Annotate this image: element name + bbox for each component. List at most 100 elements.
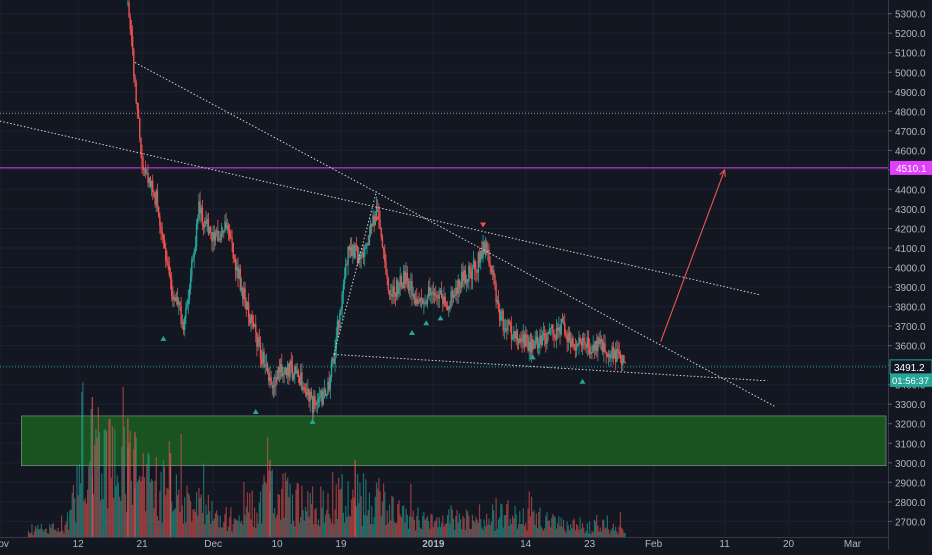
volume-bar <box>205 504 207 537</box>
candle <box>521 330 523 353</box>
x-tick-label: Mar <box>844 539 862 550</box>
candle-body <box>302 386 304 390</box>
candle <box>450 286 452 310</box>
candle-body <box>297 370 300 377</box>
candle <box>314 390 316 410</box>
resistance-tag[interactable] <box>890 160 932 175</box>
volume-bar <box>243 481 245 537</box>
volume-bar <box>102 498 104 537</box>
candle <box>212 225 214 253</box>
volume-bar <box>392 496 394 537</box>
candle-body <box>136 102 139 110</box>
volume-bar <box>281 489 283 537</box>
candle <box>586 330 588 357</box>
volume-bar <box>522 508 524 537</box>
price-axis[interactable] <box>888 0 932 550</box>
y-tick-label: 2800.0 <box>895 498 926 509</box>
candle-body <box>290 360 292 366</box>
candle-body <box>221 230 224 234</box>
candle <box>599 330 601 350</box>
x-tick-label: 23 <box>584 539 596 550</box>
candle-body <box>211 232 213 242</box>
candle-body <box>511 337 514 340</box>
candle <box>290 352 292 374</box>
candle <box>481 240 483 260</box>
candle <box>256 331 258 357</box>
candle-body <box>452 295 455 298</box>
candle <box>620 355 623 372</box>
candle-body <box>210 226 212 233</box>
candle <box>590 343 592 359</box>
candle-body <box>311 396 314 413</box>
candle <box>323 379 326 399</box>
candle <box>587 330 590 355</box>
candle <box>565 329 567 339</box>
volume-bar <box>55 529 57 537</box>
candle <box>239 264 242 293</box>
volume-bar <box>309 493 311 537</box>
candle-body <box>281 364 283 377</box>
candle <box>302 381 304 394</box>
candle <box>528 335 530 361</box>
volume-bar <box>218 527 220 537</box>
volume-bar <box>554 517 556 537</box>
channel-bottom[interactable] <box>333 353 768 382</box>
candle-body <box>508 320 510 323</box>
candle <box>412 286 414 300</box>
y-tick-label: 5200.0 <box>895 29 926 40</box>
volume-bar <box>239 522 241 537</box>
candle-body <box>307 388 309 396</box>
volume-bar <box>90 408 92 537</box>
y-tick-label: 2700.0 <box>895 517 926 528</box>
volume-bar <box>610 530 612 537</box>
volume-bar <box>504 515 507 537</box>
candle-body <box>490 266 493 273</box>
candle-body <box>605 351 607 355</box>
candle <box>414 290 417 307</box>
candle <box>556 322 559 340</box>
candle-body <box>498 309 501 321</box>
candle <box>398 281 400 298</box>
candle-body <box>373 215 375 226</box>
volume-bar <box>599 527 601 537</box>
volume-bar <box>52 523 54 537</box>
candle-body <box>596 341 598 352</box>
candle-body <box>564 322 566 334</box>
volume-bar <box>497 519 500 537</box>
channel-top[interactable] <box>0 120 761 296</box>
candle <box>406 265 408 289</box>
candle-body <box>403 271 405 289</box>
candle-body <box>573 344 575 347</box>
volume-bar <box>37 524 39 537</box>
candle-body <box>330 360 333 378</box>
candle-body <box>194 246 197 252</box>
volume-bar <box>577 525 579 537</box>
candle <box>252 314 255 330</box>
candle-body <box>130 29 133 36</box>
x-tick-label: 12 <box>73 539 85 550</box>
up-arrow-marker <box>309 418 316 424</box>
volume-bar <box>123 426 125 537</box>
candle <box>457 274 459 304</box>
candle <box>580 338 583 353</box>
volume-bar <box>420 529 423 537</box>
resistance-label: 4510.1 <box>896 164 927 175</box>
candle-body <box>519 338 521 343</box>
candle <box>401 281 404 289</box>
candle-body <box>476 271 478 273</box>
rally-leg[interactable] <box>333 191 377 355</box>
candle <box>169 267 172 290</box>
candle-body <box>470 271 472 280</box>
candle-body <box>388 290 391 296</box>
candle-body <box>456 287 458 294</box>
candle-body <box>571 337 573 348</box>
volume-bar <box>585 530 587 537</box>
volume-bar <box>283 517 285 537</box>
x-tick-label: Feb <box>645 539 663 550</box>
projection-arrow[interactable] <box>660 168 726 342</box>
candle-body <box>457 279 459 294</box>
candle <box>469 262 471 279</box>
volume-bar <box>252 526 254 537</box>
